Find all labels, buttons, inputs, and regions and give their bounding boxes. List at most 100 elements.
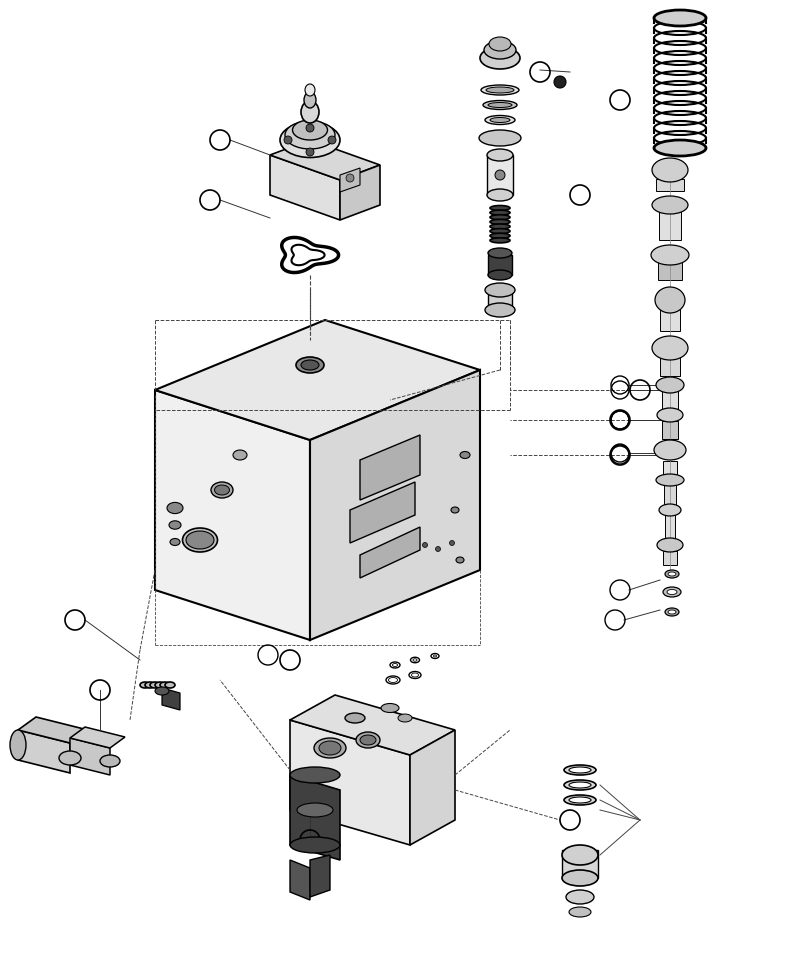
Ellipse shape (488, 103, 512, 107)
Ellipse shape (10, 730, 26, 760)
Ellipse shape (215, 485, 230, 495)
Ellipse shape (145, 682, 155, 688)
Ellipse shape (566, 890, 594, 904)
Ellipse shape (360, 735, 376, 745)
Polygon shape (155, 320, 480, 440)
Ellipse shape (100, 755, 120, 767)
Bar (660, 354, 680, 376)
Ellipse shape (656, 377, 684, 393)
Ellipse shape (486, 87, 514, 93)
Bar (660, 309, 680, 331)
Circle shape (306, 148, 314, 156)
Ellipse shape (301, 360, 319, 370)
Ellipse shape (296, 357, 324, 373)
Polygon shape (488, 290, 512, 310)
Ellipse shape (487, 189, 513, 201)
Bar (656, 179, 684, 191)
Ellipse shape (169, 521, 181, 529)
Ellipse shape (233, 450, 247, 460)
Bar (663, 551, 677, 565)
Polygon shape (290, 695, 455, 755)
Bar (659, 210, 681, 240)
Ellipse shape (654, 10, 706, 26)
Ellipse shape (665, 608, 679, 616)
Ellipse shape (285, 121, 335, 149)
Ellipse shape (165, 682, 175, 688)
Ellipse shape (569, 797, 591, 803)
Ellipse shape (657, 408, 683, 422)
Circle shape (328, 136, 336, 144)
Ellipse shape (490, 220, 510, 225)
Ellipse shape (652, 336, 688, 360)
Ellipse shape (490, 238, 510, 243)
Circle shape (495, 170, 505, 180)
Ellipse shape (485, 283, 515, 297)
Ellipse shape (564, 765, 596, 775)
Bar (664, 484, 676, 506)
Ellipse shape (483, 101, 517, 109)
Ellipse shape (562, 870, 598, 886)
Polygon shape (410, 730, 455, 845)
Polygon shape (270, 155, 340, 220)
Polygon shape (290, 860, 310, 900)
Ellipse shape (280, 123, 340, 158)
Ellipse shape (562, 845, 598, 865)
Polygon shape (310, 855, 330, 897)
Ellipse shape (319, 741, 341, 755)
Ellipse shape (663, 587, 681, 597)
Polygon shape (562, 850, 598, 878)
Ellipse shape (569, 782, 591, 788)
Ellipse shape (569, 907, 591, 917)
Ellipse shape (314, 738, 346, 758)
Polygon shape (360, 435, 420, 500)
Ellipse shape (481, 85, 519, 95)
Polygon shape (70, 727, 125, 748)
Ellipse shape (356, 732, 380, 748)
Ellipse shape (480, 47, 520, 69)
Ellipse shape (398, 714, 412, 722)
Polygon shape (290, 720, 410, 845)
Ellipse shape (456, 557, 464, 563)
Ellipse shape (569, 767, 591, 773)
Polygon shape (350, 482, 415, 543)
Ellipse shape (564, 780, 596, 790)
Polygon shape (340, 168, 360, 192)
Ellipse shape (167, 502, 183, 514)
Ellipse shape (490, 117, 510, 123)
Ellipse shape (668, 610, 676, 614)
Ellipse shape (488, 248, 512, 258)
Ellipse shape (488, 270, 512, 280)
Ellipse shape (490, 224, 510, 229)
Polygon shape (70, 738, 110, 775)
Ellipse shape (290, 837, 340, 853)
Ellipse shape (182, 528, 218, 552)
Ellipse shape (487, 149, 513, 161)
Ellipse shape (654, 140, 706, 156)
Ellipse shape (652, 158, 688, 182)
Polygon shape (488, 255, 512, 275)
Ellipse shape (490, 210, 510, 215)
Ellipse shape (657, 538, 683, 552)
Ellipse shape (155, 682, 165, 688)
Circle shape (436, 547, 440, 552)
Ellipse shape (140, 682, 150, 688)
Ellipse shape (211, 482, 233, 498)
Ellipse shape (484, 41, 516, 59)
Ellipse shape (155, 687, 169, 695)
Polygon shape (291, 245, 325, 265)
Ellipse shape (490, 233, 510, 238)
Ellipse shape (485, 115, 515, 125)
Ellipse shape (460, 451, 470, 459)
Ellipse shape (170, 538, 180, 546)
Polygon shape (282, 237, 339, 273)
Circle shape (284, 136, 292, 144)
Ellipse shape (345, 713, 365, 723)
Circle shape (422, 542, 428, 548)
Ellipse shape (656, 474, 684, 486)
Polygon shape (360, 527, 420, 578)
Ellipse shape (304, 92, 316, 108)
Ellipse shape (150, 682, 160, 688)
Ellipse shape (651, 245, 689, 265)
Ellipse shape (381, 704, 399, 712)
Ellipse shape (659, 504, 681, 516)
